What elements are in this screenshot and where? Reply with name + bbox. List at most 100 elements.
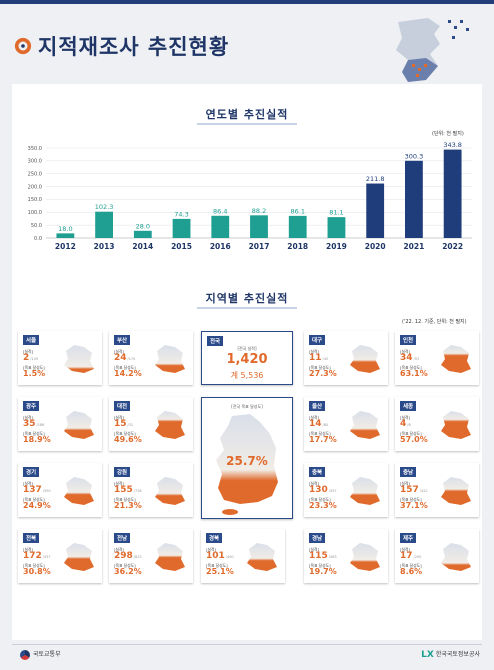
region-value: 15	[114, 419, 127, 429]
region-performance: 130/557	[309, 485, 337, 495]
region-target: /728	[133, 489, 142, 493]
region-performance: 24/170	[114, 353, 135, 363]
region-map-icon	[155, 543, 185, 571]
y-tick-label: 150.0	[28, 197, 42, 203]
region-target: /823	[133, 555, 142, 559]
region-name: 광주	[23, 401, 40, 411]
y-tick-label: 350.0	[28, 146, 42, 152]
region-performance: 34/53	[400, 353, 419, 363]
perf-label: [실적]	[309, 547, 319, 552]
region-card: 세종 [실적] 4/8 [목표 달성도] 57.0%	[395, 397, 479, 451]
region-value: 2	[23, 353, 30, 363]
rate-label: [목표 달성도]	[309, 563, 331, 568]
bar-2022	[443, 149, 462, 238]
regional-section-title: 지역별 추진실적	[197, 290, 297, 309]
region-performance: 15/31	[114, 419, 133, 429]
region-value: 101	[206, 551, 225, 561]
region-performance: 137/550	[23, 485, 51, 495]
region-value: 155	[114, 485, 133, 495]
national-total: 계 5,536	[230, 371, 264, 380]
regional-unit-note: ('22. 12. 기준, 단위: 천 필지)	[402, 319, 467, 325]
region-map-icon	[441, 477, 471, 505]
y-tick-label: 100.0	[28, 210, 42, 216]
y-tick-label: 200.0	[28, 184, 42, 190]
region-target: /550	[42, 489, 51, 493]
x-tick-label: 2022	[442, 242, 463, 251]
national-summary-card: 전국 [전국 실적] 1,420 계 5,536	[201, 331, 293, 385]
region-rate: 19.7%	[309, 567, 337, 576]
region-rate: 8.6%	[400, 567, 423, 576]
region-value: 11	[309, 353, 322, 363]
region-target: /200	[413, 555, 422, 559]
footer-divider	[12, 644, 482, 645]
region-rate: 18.9%	[23, 435, 51, 444]
region-rate: 1.5%	[23, 369, 46, 378]
region-performance: 157/422	[400, 485, 428, 495]
rate-label: [목표 달성도]	[23, 431, 45, 436]
region-value: 17	[400, 551, 413, 561]
rate-label: [목표 달성도]	[400, 563, 422, 568]
rate-label: [목표 달성도]	[114, 497, 136, 502]
region-name: 충북	[309, 467, 326, 477]
region-performance: 172/557	[23, 551, 51, 561]
region-card: 서울 [실적] 2/149 [목표 달성도] 1.5%	[18, 331, 102, 385]
region-card: 전북 [실적] 172/557 [목표 달성도] 30.8%	[18, 529, 102, 583]
x-tick-label: 2020	[365, 242, 386, 251]
region-card: 울산 [실적] 14/80 [목표 달성도] 17.7%	[304, 397, 388, 451]
perf-label: [실적]	[400, 415, 410, 420]
perf-label: [실적]	[23, 415, 33, 420]
lx-mark: LX	[421, 649, 434, 660]
bar-2021	[405, 160, 423, 238]
region-card: 대구 [실적] 11/40 [목표 달성도] 27.3%	[304, 331, 388, 385]
region-map-icon	[64, 345, 94, 373]
footer-left-label: 국토교통부	[33, 651, 61, 658]
national-rate-map-card: [전국 목표 달성도] 25.7%	[201, 397, 293, 519]
region-card: 부산 [실적] 24/170 [목표 달성도] 14.2%	[109, 331, 193, 385]
title-ring-icon	[14, 37, 32, 55]
bar-value-label: 88.2	[252, 207, 266, 215]
region-card: 전남 [실적] 298/823 [목표 달성도] 36.2%	[109, 529, 193, 583]
national-rate: 25.7%	[226, 454, 268, 468]
perf-label: [실적]	[309, 481, 319, 486]
region-rate: 30.8%	[23, 567, 51, 576]
region-rate: 57.0%	[400, 435, 428, 444]
region-map-icon	[64, 543, 94, 571]
rate-label: [목표 달성도]	[114, 365, 136, 370]
region-rate: 63.1%	[400, 369, 428, 378]
region-rate: 25.1%	[206, 567, 234, 576]
region-map-icon	[441, 543, 471, 571]
rate-label: [목표 달성도]	[400, 497, 422, 502]
region-performance: 11/40	[309, 353, 328, 363]
x-tick-label: 2019	[326, 242, 347, 251]
region-target: /170	[127, 357, 136, 361]
region-name: 강원	[114, 467, 131, 477]
x-tick-label: 2021	[403, 242, 424, 251]
region-card: 충남 [실적] 157/422 [목표 달성도] 37.1%	[395, 463, 479, 517]
region-rate: 14.2%	[114, 369, 142, 378]
region-card: 대전 [실적] 15/31 [목표 달성도] 49.6%	[109, 397, 193, 451]
perf-label: [실적]	[114, 349, 124, 354]
region-card: 강원 [실적] 155/728 [목표 달성도] 21.3%	[109, 463, 193, 517]
region-performance: 2/149	[23, 353, 38, 363]
bar-2018	[288, 215, 307, 238]
region-card: 인천 [실적] 34/53 [목표 달성도] 63.1%	[395, 331, 479, 385]
region-card: 경기 [실적] 137/550 [목표 달성도] 24.9%	[18, 463, 102, 517]
y-tick-label: 250.0	[28, 172, 42, 178]
region-performance: 101/400	[206, 551, 234, 561]
bar-2017	[250, 215, 268, 238]
rate-label: [목표 달성도]	[206, 563, 228, 568]
rate-label: [목표 달성도]	[23, 365, 45, 370]
bar-2015	[172, 218, 191, 238]
region-target: /80	[322, 423, 329, 427]
y-tick-label: 300.0	[28, 159, 42, 165]
bar-2012	[56, 233, 75, 238]
region-rate: 37.1%	[400, 501, 428, 510]
region-target: /8	[407, 423, 411, 427]
x-tick-label: 2012	[55, 242, 76, 251]
national-tag: 전국	[207, 336, 224, 346]
region-performance: 14/80	[309, 419, 328, 429]
national-rate-caption: [전국 목표 달성도]	[231, 404, 263, 409]
rate-label: [목표 달성도]	[23, 497, 45, 502]
perf-label: [실적]	[23, 481, 33, 486]
region-value: 115	[309, 551, 328, 561]
